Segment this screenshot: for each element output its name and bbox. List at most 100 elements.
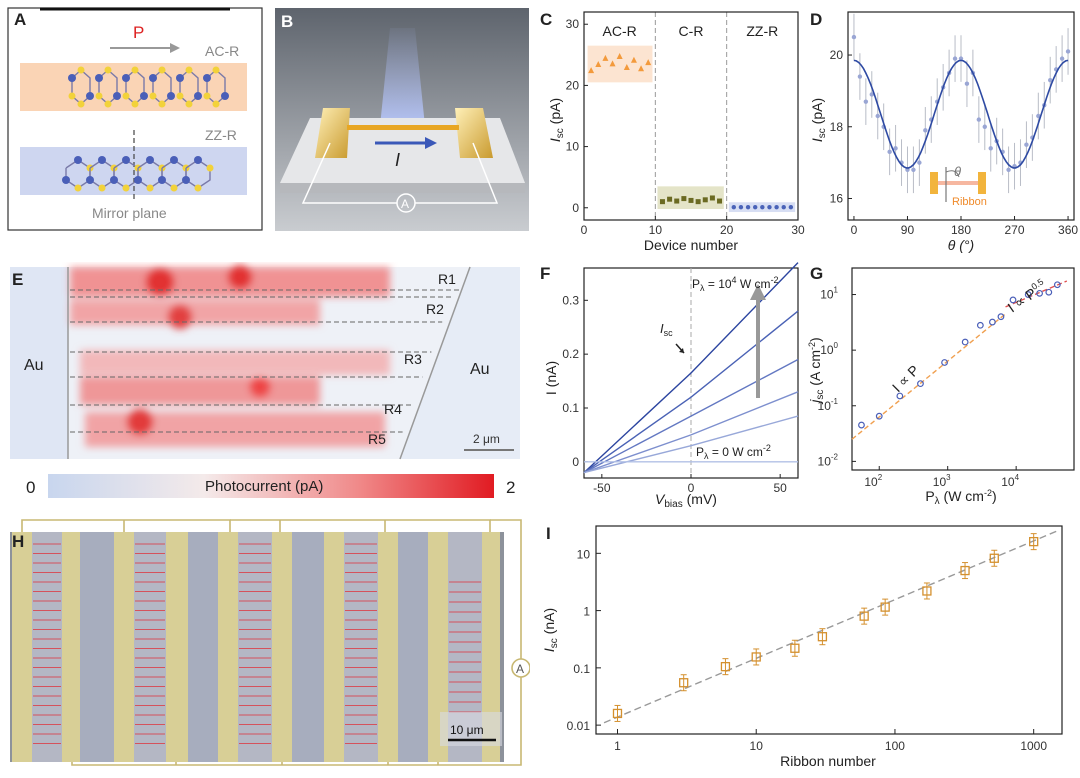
ac-s-atom bbox=[185, 66, 193, 74]
g-xtick-exp: 2 bbox=[878, 473, 883, 482]
g-ytick-exp: 1 bbox=[834, 286, 839, 295]
channel bbox=[134, 532, 166, 762]
g-point bbox=[1045, 288, 1053, 296]
ac-point bbox=[588, 67, 595, 74]
g-point bbox=[1053, 281, 1061, 289]
ac-label: AC-R bbox=[205, 43, 239, 59]
panel-g-label: G bbox=[810, 264, 824, 283]
i-point bbox=[960, 565, 970, 576]
g-axes bbox=[851, 267, 1075, 471]
c-axes bbox=[583, 11, 799, 221]
polarization-label: P bbox=[133, 23, 144, 42]
zz-mo-atom bbox=[122, 156, 130, 164]
g-ytick-exp: -2 bbox=[831, 452, 839, 461]
ac-s-atom bbox=[203, 92, 211, 100]
zz-point bbox=[731, 204, 736, 210]
h-wire-bottom bbox=[71, 677, 522, 766]
d-point bbox=[875, 113, 880, 119]
g-point bbox=[875, 412, 883, 420]
i-point bbox=[751, 652, 761, 662]
colorbar-min: 0 bbox=[26, 478, 35, 497]
i-xtick-label: 10 bbox=[750, 739, 764, 753]
d-ylabel: Isc (pA) bbox=[809, 98, 828, 142]
panel-h-label: H bbox=[12, 532, 25, 551]
gold-electrode bbox=[272, 532, 292, 762]
ac-mo-atom bbox=[194, 92, 202, 100]
d-point bbox=[976, 117, 982, 122]
c-xlabel: Device number bbox=[644, 237, 738, 253]
i-point bbox=[859, 611, 869, 621]
zz-atoms bbox=[62, 156, 214, 192]
d-ytick-label: 16 bbox=[830, 191, 844, 205]
c-point bbox=[667, 196, 673, 202]
channel bbox=[292, 532, 324, 762]
g-xlabel-part: P bbox=[925, 488, 934, 504]
c-point bbox=[659, 199, 665, 205]
zz-point bbox=[767, 204, 772, 210]
au-right-label: Au bbox=[470, 361, 490, 378]
i-point bbox=[880, 602, 890, 612]
h-wire-top-left bbox=[21, 519, 231, 532]
g-ytick-label: 10-1 bbox=[818, 397, 839, 413]
ac-mo-atom bbox=[86, 92, 94, 100]
g-ytick-label: 100 bbox=[820, 341, 838, 357]
ac-point bbox=[623, 64, 630, 71]
i-ytick-label: 0.1 bbox=[573, 662, 590, 676]
g-xtick-label: 103 bbox=[933, 473, 951, 489]
g-ylabel-part: -2 bbox=[807, 342, 817, 350]
d-point bbox=[1065, 49, 1071, 54]
f-ytick-label: 0.2 bbox=[562, 347, 579, 361]
ac-mo-atom bbox=[149, 74, 157, 82]
h-wire-right bbox=[490, 519, 522, 659]
photocurrent-heat bbox=[70, 265, 390, 447]
zz-mo-atom bbox=[134, 176, 142, 184]
panel-a-label: A bbox=[14, 10, 27, 29]
mirror-label: Mirror plane bbox=[92, 205, 167, 221]
ribbon-boundaries: R1 R2 R3 R4 R5 bbox=[70, 271, 462, 447]
d-point bbox=[952, 56, 958, 61]
d-point bbox=[893, 146, 898, 151]
zz-s-atom bbox=[206, 164, 214, 172]
ac-s-atom bbox=[104, 66, 112, 74]
zz-point bbox=[760, 204, 765, 210]
ac-s-atom bbox=[77, 66, 85, 74]
panel-f-label: F bbox=[540, 264, 551, 283]
zz-point bbox=[745, 204, 751, 210]
d-ylabel-sub: sc bbox=[817, 128, 828, 138]
f-xlabel-unit: (mV) bbox=[683, 491, 717, 507]
ac-s-atom bbox=[95, 92, 103, 100]
g-ytick-label: 101 bbox=[820, 286, 838, 302]
c-point bbox=[709, 195, 715, 201]
c-xtick-label: 20 bbox=[720, 223, 734, 237]
nanoribbon bbox=[347, 125, 459, 130]
i-point bbox=[817, 632, 828, 642]
i-fit-line bbox=[603, 529, 1059, 724]
meter-label: A bbox=[401, 197, 409, 211]
colorbar-label: Photocurrent (pA) bbox=[205, 478, 323, 495]
zz-s-atom bbox=[122, 184, 130, 192]
zz-mo-atom bbox=[62, 176, 70, 184]
circuit-wire-right bbox=[415, 142, 499, 204]
zz-mo-atom bbox=[182, 176, 190, 184]
ac-point bbox=[609, 60, 616, 67]
c-point bbox=[681, 196, 687, 202]
ac-s-atom bbox=[212, 66, 220, 74]
g-xlabel-part: λ bbox=[935, 496, 940, 507]
ac-mo-atom bbox=[167, 92, 175, 100]
i-point bbox=[1029, 536, 1039, 547]
h-scalebar-label: 10 μm bbox=[450, 723, 484, 737]
panel-c-label: C bbox=[540, 10, 553, 29]
ac-s-atom bbox=[122, 92, 130, 100]
g-xtick-label: 104 bbox=[1001, 473, 1019, 489]
photocurrent-map: R1 R2 R3 R4 R5 Au Au 2 μm 0 2 Photocurrent (… bbox=[10, 265, 520, 498]
panel-e: R1 R2 R3 R4 R5 Au Au 2 μm 0 2 Photocurrent (… bbox=[0, 262, 530, 507]
d-fit-curve bbox=[853, 59, 1069, 169]
g-point bbox=[1024, 291, 1032, 298]
g-xtick-base: 10 bbox=[1001, 475, 1015, 489]
d-ytick-label: 20 bbox=[830, 48, 844, 62]
ac-mo-atom bbox=[113, 92, 121, 100]
i-point bbox=[612, 708, 623, 719]
zz-s-atom bbox=[146, 184, 154, 192]
g-xtick-base: 10 bbox=[933, 475, 947, 489]
ac-point bbox=[616, 53, 623, 60]
